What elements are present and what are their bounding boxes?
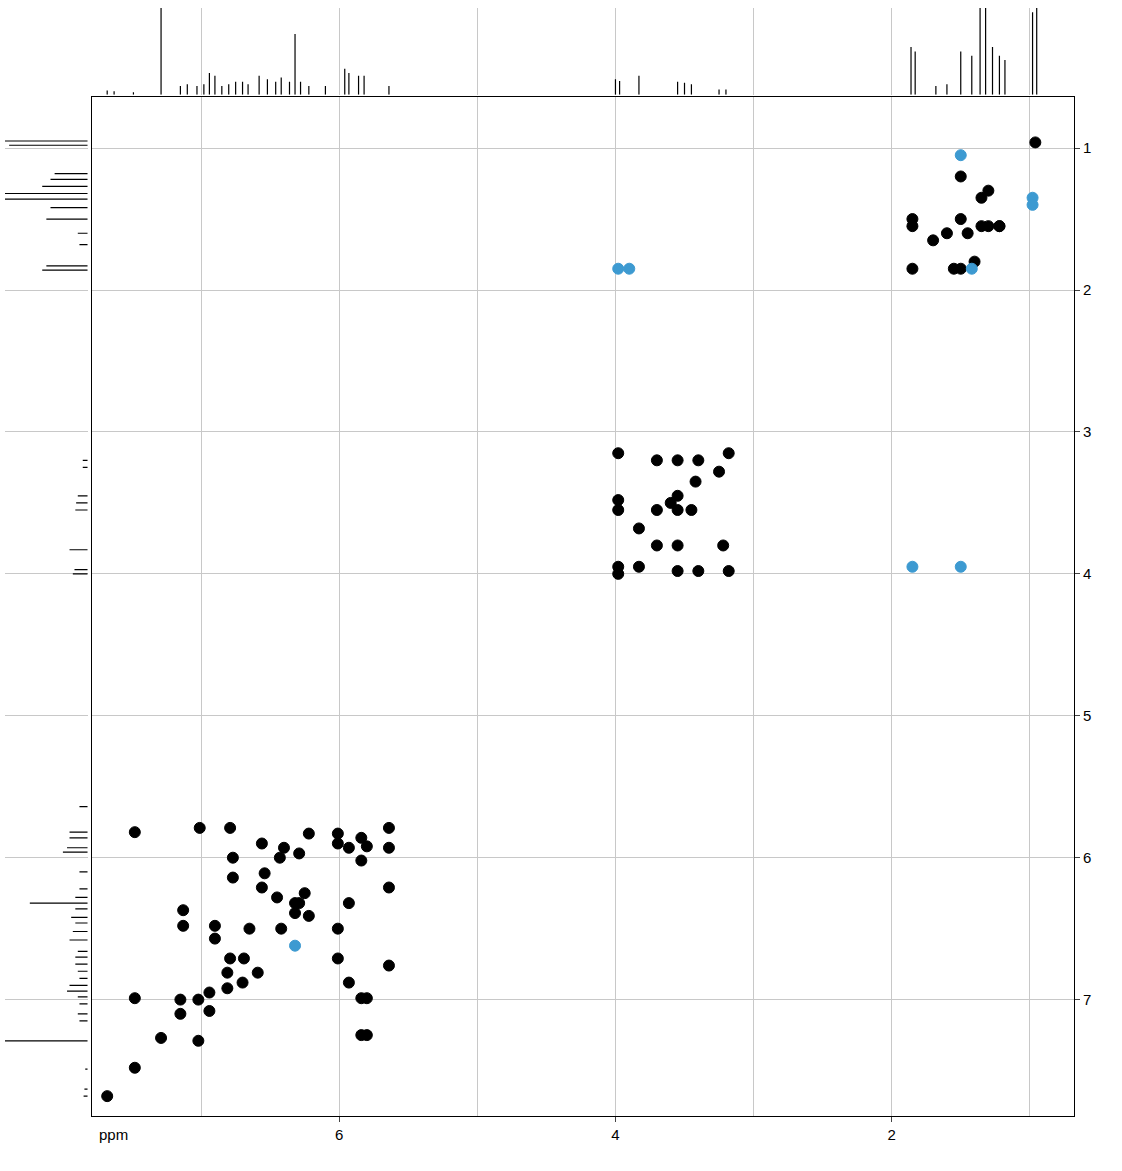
svg-text:2: 2 — [1083, 281, 1091, 298]
svg-text:1: 1 — [1083, 139, 1091, 156]
svg-text:5: 5 — [1083, 707, 1091, 724]
svg-text:4: 4 — [1083, 565, 1091, 582]
svg-text:4: 4 — [611, 1126, 619, 1143]
svg-text:7: 7 — [1083, 991, 1091, 1008]
svg-text:6: 6 — [335, 1126, 343, 1143]
svg-text:ppm: ppm — [99, 1126, 128, 1143]
svg-text:2: 2 — [888, 1126, 896, 1143]
svg-text:3: 3 — [1083, 423, 1091, 440]
svg-text:6: 6 — [1083, 849, 1091, 866]
